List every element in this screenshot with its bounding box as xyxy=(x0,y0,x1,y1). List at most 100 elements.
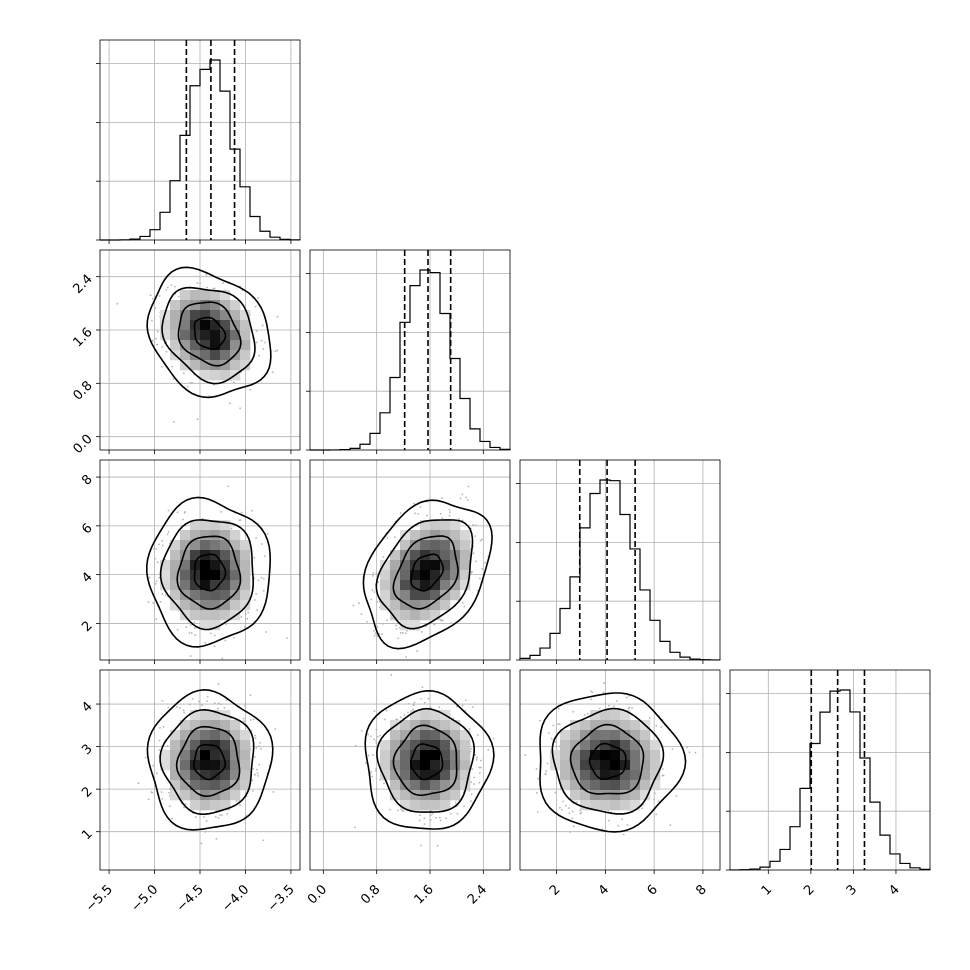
scatter-point xyxy=(154,582,157,585)
scatter-point xyxy=(438,816,441,819)
density-block xyxy=(220,290,231,301)
density-block xyxy=(580,760,591,771)
density-block xyxy=(200,560,211,571)
scatter-point xyxy=(429,706,432,709)
scatter-point xyxy=(423,817,426,820)
scatter-point xyxy=(583,713,586,716)
density-block xyxy=(630,780,641,791)
scatter-point xyxy=(373,591,376,593)
scatter-point xyxy=(217,702,220,705)
scatter-point xyxy=(372,754,374,756)
density-block xyxy=(170,570,181,581)
contours-3-1 xyxy=(364,689,495,830)
density-block xyxy=(190,550,201,561)
scatter-point xyxy=(449,812,452,815)
density-block xyxy=(390,760,401,771)
density-block xyxy=(220,550,231,561)
density-block xyxy=(440,740,451,751)
hist-grid-1 xyxy=(310,250,510,450)
scatter-point xyxy=(204,641,207,644)
contour-1-0-1 xyxy=(177,301,242,367)
density-block xyxy=(640,740,651,751)
scatter-point xyxy=(262,589,265,592)
scatter-point xyxy=(183,711,186,714)
density-block xyxy=(170,340,181,351)
scatter-point xyxy=(155,547,158,550)
scatter-point xyxy=(262,839,265,842)
density-block xyxy=(160,580,171,591)
scatter-point xyxy=(474,754,477,756)
density-block xyxy=(460,530,471,541)
density-block xyxy=(400,560,411,571)
density-block xyxy=(230,790,241,801)
y-tick-label-3-2: 3 xyxy=(79,742,95,758)
scatter-point xyxy=(233,636,235,639)
scatter-point xyxy=(229,402,231,405)
scatter-point xyxy=(256,768,258,771)
density-block xyxy=(410,720,421,731)
density-block xyxy=(450,720,461,731)
density-block xyxy=(220,780,231,791)
scatter-point xyxy=(152,764,155,767)
density-block xyxy=(200,370,211,381)
scatter-point xyxy=(470,747,473,750)
scatter-point xyxy=(155,772,158,775)
density-block xyxy=(580,790,591,801)
density-block xyxy=(200,570,211,581)
density-block xyxy=(410,550,421,561)
scatter-panel-3-0 xyxy=(96,669,301,874)
scatter-point xyxy=(171,817,174,820)
scatter-point xyxy=(445,817,447,820)
contour-2-1-0 xyxy=(410,553,444,592)
density-block xyxy=(410,750,421,761)
scatter-point xyxy=(221,657,224,660)
scatter-point xyxy=(627,695,630,697)
density-block xyxy=(640,760,651,771)
scatter-point xyxy=(476,734,479,736)
scatter-point xyxy=(199,282,201,285)
density-block xyxy=(400,760,411,771)
scatter-point xyxy=(240,511,243,514)
scatter-point xyxy=(403,714,406,716)
density-block xyxy=(580,780,591,791)
scatter-point xyxy=(376,788,378,791)
density-block xyxy=(190,790,201,801)
scatter-point xyxy=(471,706,474,709)
scatter-point xyxy=(545,770,548,772)
scatter-point xyxy=(159,600,162,603)
density-block xyxy=(460,580,471,591)
scatter-point xyxy=(263,555,266,558)
density-block xyxy=(400,800,411,811)
density-block xyxy=(200,320,211,331)
density-block xyxy=(570,760,581,771)
density-block xyxy=(410,560,421,571)
scatter-point xyxy=(621,818,624,821)
density-block xyxy=(180,290,191,301)
density-block xyxy=(210,750,221,761)
scatter-point xyxy=(147,798,150,801)
density-block xyxy=(230,560,241,571)
scatter-point xyxy=(149,294,152,297)
density-block xyxy=(570,740,581,751)
density-block xyxy=(220,600,231,611)
scatter-point xyxy=(286,637,288,639)
density-block xyxy=(450,580,461,591)
density-block xyxy=(420,770,431,781)
density-block xyxy=(190,590,201,601)
x-tick-label-0-0: −5.5 xyxy=(83,882,116,915)
density-block xyxy=(220,370,231,381)
density-block xyxy=(190,610,201,621)
scatter-point xyxy=(186,385,189,388)
scatter-point xyxy=(158,739,161,742)
scatter-point xyxy=(571,810,574,813)
scatter-point xyxy=(257,774,260,777)
density-block xyxy=(200,580,211,591)
scatter-point xyxy=(260,576,263,579)
density-block xyxy=(200,290,211,301)
density-block xyxy=(230,780,241,791)
density-block xyxy=(390,790,401,801)
scatter-point xyxy=(266,532,269,535)
density-block xyxy=(220,800,231,811)
density-block xyxy=(200,300,211,311)
density-block xyxy=(640,790,651,801)
